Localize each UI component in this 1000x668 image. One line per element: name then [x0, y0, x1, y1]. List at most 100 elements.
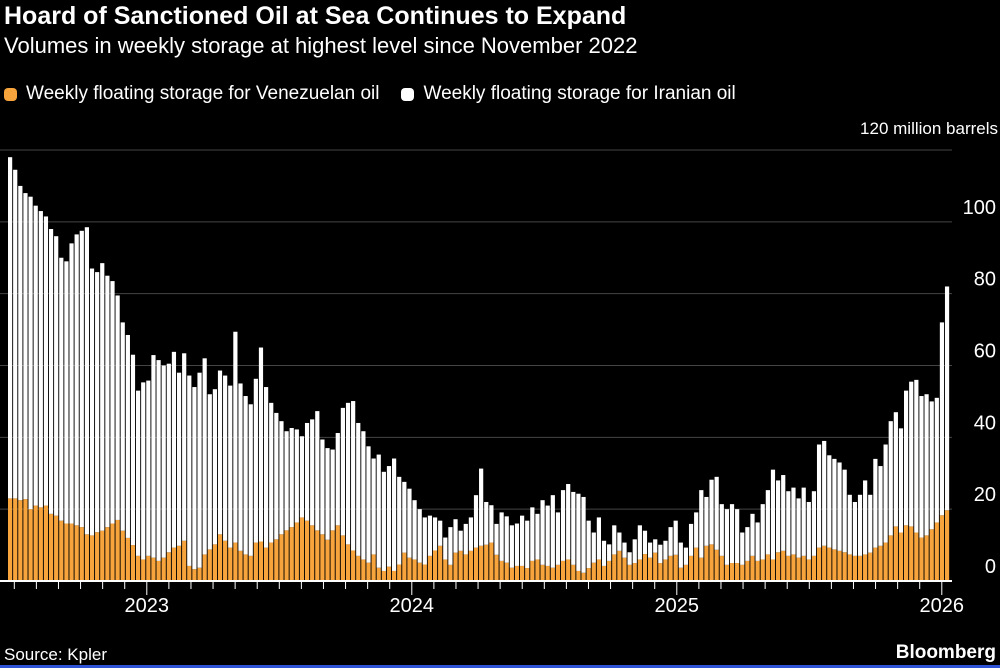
bar-venezuelan — [893, 526, 898, 581]
bar-iranian — [146, 380, 151, 556]
bar-iranian — [156, 360, 161, 561]
bar-venezuelan — [294, 522, 299, 581]
bar-venezuelan — [596, 559, 601, 581]
bar-iranian — [130, 354, 136, 546]
bar-venezuelan — [207, 549, 212, 581]
bar-iranian — [371, 458, 376, 555]
bar-iranian — [755, 522, 760, 561]
bar-iranian — [914, 379, 919, 533]
bar-venezuelan — [284, 530, 289, 581]
bar-venezuelan — [479, 545, 484, 581]
legend-label-venezuelan: Weekly floating storage for Venezuelan o… — [26, 83, 380, 104]
bar-iranian — [473, 495, 479, 548]
bar-iranian — [33, 205, 38, 506]
bar-venezuelan — [23, 499, 28, 581]
bar-iranian — [176, 372, 182, 546]
bar-venezuelan — [120, 530, 125, 581]
bar-venezuelan — [857, 555, 863, 581]
bar-venezuelan — [719, 555, 724, 581]
bar-iranian — [202, 358, 207, 555]
bar-venezuelan — [934, 522, 939, 581]
bar-venezuelan — [233, 542, 238, 581]
bar-iranian — [182, 353, 187, 541]
bar-iranian — [228, 385, 233, 548]
bar-iranian — [269, 402, 274, 543]
bar-venezuelan — [724, 564, 729, 581]
bar-venezuelan — [125, 537, 130, 581]
bar-iranian — [555, 512, 561, 565]
bar-iranian — [361, 431, 366, 560]
bar-venezuelan — [407, 557, 412, 581]
bar-venezuelan — [84, 534, 89, 581]
bar-iranian — [253, 378, 258, 543]
bar-venezuelan — [427, 555, 433, 581]
bar-iranian — [484, 501, 489, 545]
bar-venezuelan — [13, 498, 18, 581]
bar-venezuelan — [852, 555, 857, 581]
bar-venezuelan — [130, 545, 136, 581]
bar-venezuelan — [750, 555, 755, 581]
bar-iranian — [95, 272, 100, 533]
iranian-swatch-icon — [401, 87, 415, 101]
bar-venezuelan — [422, 564, 427, 581]
bar-venezuelan — [648, 557, 653, 581]
bar-iranian — [479, 468, 484, 546]
bar-venezuelan — [781, 550, 786, 581]
x-axis-year-labels: 2023 2024 2025 2026 — [125, 595, 965, 617]
legend-label-iranian: Weekly floating storage for Iranian oil — [423, 83, 736, 104]
bar-venezuelan — [228, 547, 233, 581]
bar-venezuelan — [54, 515, 59, 581]
source-label: Source: Kpler — [4, 645, 107, 664]
year-label: 2026 — [920, 595, 965, 617]
bar-iranian — [934, 397, 939, 523]
y-tick-label: 40 — [974, 412, 996, 434]
bar-iranian — [514, 523, 520, 566]
bar-iranian — [289, 427, 294, 528]
bar-iranian — [64, 261, 69, 524]
bar-venezuelan — [59, 520, 64, 581]
y-tick-label: 0 — [985, 556, 996, 578]
bar-iranian — [43, 216, 49, 506]
bar-iranian — [719, 504, 724, 556]
bar-venezuelan — [699, 557, 704, 581]
bar-iranian — [69, 243, 74, 524]
bar-iranian — [18, 185, 23, 501]
bar-venezuelan — [289, 527, 294, 581]
bar-iranian — [376, 454, 381, 568]
bar-iranian — [8, 157, 13, 499]
bar-iranian — [883, 444, 888, 543]
bar-iranian — [648, 542, 653, 558]
bar-iranian — [192, 387, 197, 570]
bar-venezuelan — [560, 560, 566, 581]
bar-iranian — [79, 230, 84, 528]
bar-venezuelan — [770, 559, 776, 581]
bar-iranian — [392, 458, 397, 571]
bar-iranian — [499, 512, 504, 561]
bar-iranian — [422, 517, 427, 565]
bar-iranian — [105, 275, 110, 528]
bar-venezuelan — [110, 523, 115, 581]
bar-iranian — [151, 355, 156, 558]
bar-iranian — [443, 537, 448, 560]
bar-venezuelan — [202, 554, 207, 581]
bar-iranian — [750, 513, 755, 556]
bar-iranian — [407, 488, 412, 558]
bar-venezuelan — [151, 557, 156, 581]
bar-venezuelan — [704, 545, 709, 581]
bar-venezuelan — [258, 541, 264, 581]
bar-venezuelan — [883, 542, 888, 581]
y-tick-label: 100 — [963, 197, 996, 219]
bar-iranian — [463, 523, 468, 555]
bars-iranian — [8, 157, 950, 573]
bar-venezuelan — [663, 559, 668, 581]
bar-iranian — [284, 431, 289, 531]
bar-iranian — [223, 375, 228, 541]
bar-venezuelan — [64, 523, 69, 581]
bar-venezuelan — [136, 555, 141, 581]
bar-venezuelan — [637, 559, 642, 581]
bar-venezuelan — [335, 525, 340, 581]
bar-venezuelan — [238, 550, 243, 581]
bar-iranian — [509, 525, 514, 568]
bar-iranian — [381, 471, 386, 571]
bloomberg-logo: Bloomberg — [895, 642, 996, 663]
